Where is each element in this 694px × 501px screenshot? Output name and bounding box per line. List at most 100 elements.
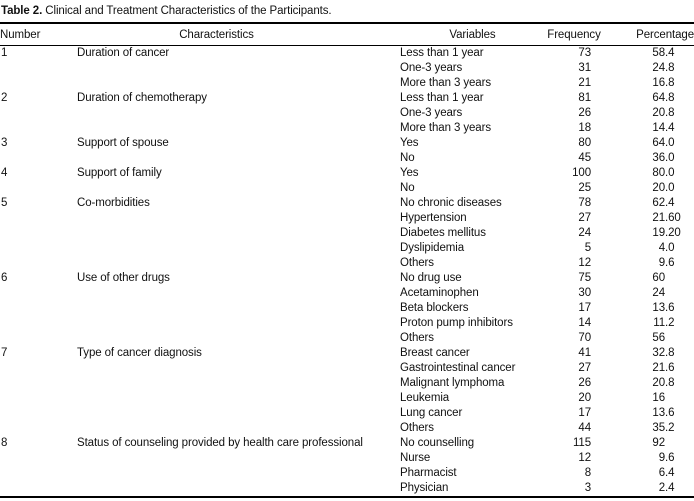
percentage-fraction	[665, 286, 694, 301]
cell-percentage: 32.8	[603, 346, 694, 361]
cell-frequency: 12	[578, 257, 591, 269]
percentage-fraction: .4	[665, 47, 675, 59]
cell-percentage: 21.60	[603, 211, 694, 226]
table-row: 8 Status of counseling provided by health…	[0, 436, 694, 451]
cell-percentage: 62.4	[603, 196, 694, 211]
percentage-fraction	[665, 331, 694, 346]
cell-variable: Hypertension	[400, 212, 467, 224]
cell-number	[0, 406, 77, 421]
percentage-integer: 36	[652, 152, 665, 164]
cell-number	[0, 361, 77, 376]
percentage-fraction: .8	[665, 347, 675, 359]
cell-frequency: 27	[578, 212, 591, 224]
cell-variable: No drug use	[400, 272, 462, 284]
table-row: 5 Co-morbidities No chronic diseases 78 62.4	[0, 196, 694, 211]
table-row: Proton pump inhibitors 14 11.2	[0, 316, 694, 331]
cell-characteristic: Use of other drugs	[77, 272, 170, 284]
percentage-fraction: .2	[665, 317, 675, 329]
cell-variable: No chronic diseases	[400, 197, 502, 209]
cell-percentage: 11.2	[603, 316, 694, 331]
cell-percentage: 24.8	[603, 61, 694, 76]
cell-characteristic	[77, 316, 400, 331]
cell-frequency: 70	[578, 332, 591, 344]
cell-variable: Lung cancer	[400, 407, 463, 419]
cell-characteristic	[77, 361, 400, 376]
cell-number	[0, 466, 77, 481]
column-header-percentage: Percentage	[636, 28, 694, 41]
percentage-integer: 56	[652, 332, 665, 344]
percentage-integer: 64	[652, 137, 665, 149]
cell-number: 7	[1, 347, 8, 359]
table-row: 7 Type of cancer diagnosis Breast cancer 41…	[0, 346, 694, 361]
cell-percentage: 20.0	[603, 181, 694, 196]
cell-number	[0, 286, 77, 301]
cell-percentage: 13.6	[603, 301, 694, 316]
percentage-fraction: .8	[665, 77, 675, 89]
table-row: Physician 3 2.4	[0, 481, 694, 496]
cell-number	[0, 106, 77, 121]
cell-number: 4	[1, 167, 8, 179]
cell-variable: Proton pump inhibitors	[400, 317, 513, 329]
percentage-fraction: .2	[665, 422, 675, 434]
percentage-fraction: .4	[665, 122, 675, 134]
cell-frequency: 20	[578, 392, 591, 404]
cell-variable: Dyslipidemia	[400, 242, 464, 254]
cell-number	[0, 301, 77, 316]
cell-number: 2	[1, 92, 8, 104]
cell-percentage: 2.4	[603, 481, 694, 496]
percentage-integer: 14	[652, 122, 665, 134]
table-row: Nurse 12 9.6	[0, 451, 694, 466]
table-row: Gastrointestinal cancer 27 21.6	[0, 361, 694, 376]
column-header-frequency: Frequency	[547, 28, 601, 41]
cell-percentage: 80.0	[603, 166, 694, 181]
cell-frequency: 5	[584, 242, 591, 254]
cell-number	[0, 181, 77, 196]
cell-frequency: 41	[578, 347, 591, 359]
percentage-integer: 19	[652, 227, 665, 239]
cell-characteristic	[77, 466, 400, 481]
percentage-integer: 6	[658, 467, 665, 479]
table-bottom-rule	[0, 496, 694, 498]
table-header-rule	[0, 45, 694, 46]
table-row: More than 3 years 18 14.4	[0, 121, 694, 136]
cell-number: 5	[1, 197, 8, 209]
table-row: More than 3 years 21 16.8	[0, 76, 694, 91]
cell-number	[0, 391, 77, 406]
cell-characteristic	[77, 151, 400, 166]
percentage-fraction: .0	[665, 152, 675, 164]
cell-characteristic: Duration of cancer	[77, 47, 170, 59]
percentage-fraction	[665, 391, 694, 406]
cell-number	[0, 331, 77, 346]
percentage-integer: 24	[652, 62, 665, 74]
cell-frequency: 12	[578, 452, 591, 464]
cell-frequency: 31	[578, 62, 591, 74]
cell-number	[0, 61, 77, 76]
table-row: 1 Duration of cancer Less than 1 year 73 58.…	[0, 46, 694, 61]
table-body: 1 Duration of cancer Less than 1 year 73 58.…	[0, 46, 694, 496]
percentage-fraction: .6	[665, 257, 675, 269]
cell-frequency: 44	[578, 422, 591, 434]
table-header-row: Number Characteristics Variables Frequen…	[0, 24, 694, 45]
cell-percentage: 19.20	[603, 226, 694, 241]
percentage-fraction: .0	[665, 242, 675, 254]
percentage-fraction: .0	[665, 182, 675, 194]
cell-frequency: 73	[578, 47, 591, 59]
cell-frequency: 25	[578, 182, 591, 194]
table-row: Others 12 9.6	[0, 256, 694, 271]
percentage-fraction: .20	[665, 227, 681, 239]
cell-percentage: 4.0	[603, 241, 694, 256]
cell-variable: Beta blockers	[400, 302, 469, 314]
cell-variable: More than 3 years	[400, 122, 491, 134]
percentage-integer: 24	[652, 287, 665, 299]
table-row: Dyslipidemia 5 4.0	[0, 241, 694, 256]
percentage-integer: 4	[658, 242, 665, 254]
cell-number	[0, 241, 77, 256]
table-top-rule	[0, 22, 694, 24]
cell-variable: No	[400, 182, 415, 194]
cell-frequency: 17	[578, 407, 591, 419]
cell-variable: Others	[400, 422, 434, 434]
cell-variable: Less than 1 year	[400, 47, 484, 59]
table-row: 3 Support of spouse Yes 80 64.0	[0, 136, 694, 151]
cell-number	[0, 151, 77, 166]
cell-variable: No counselling	[400, 437, 475, 449]
